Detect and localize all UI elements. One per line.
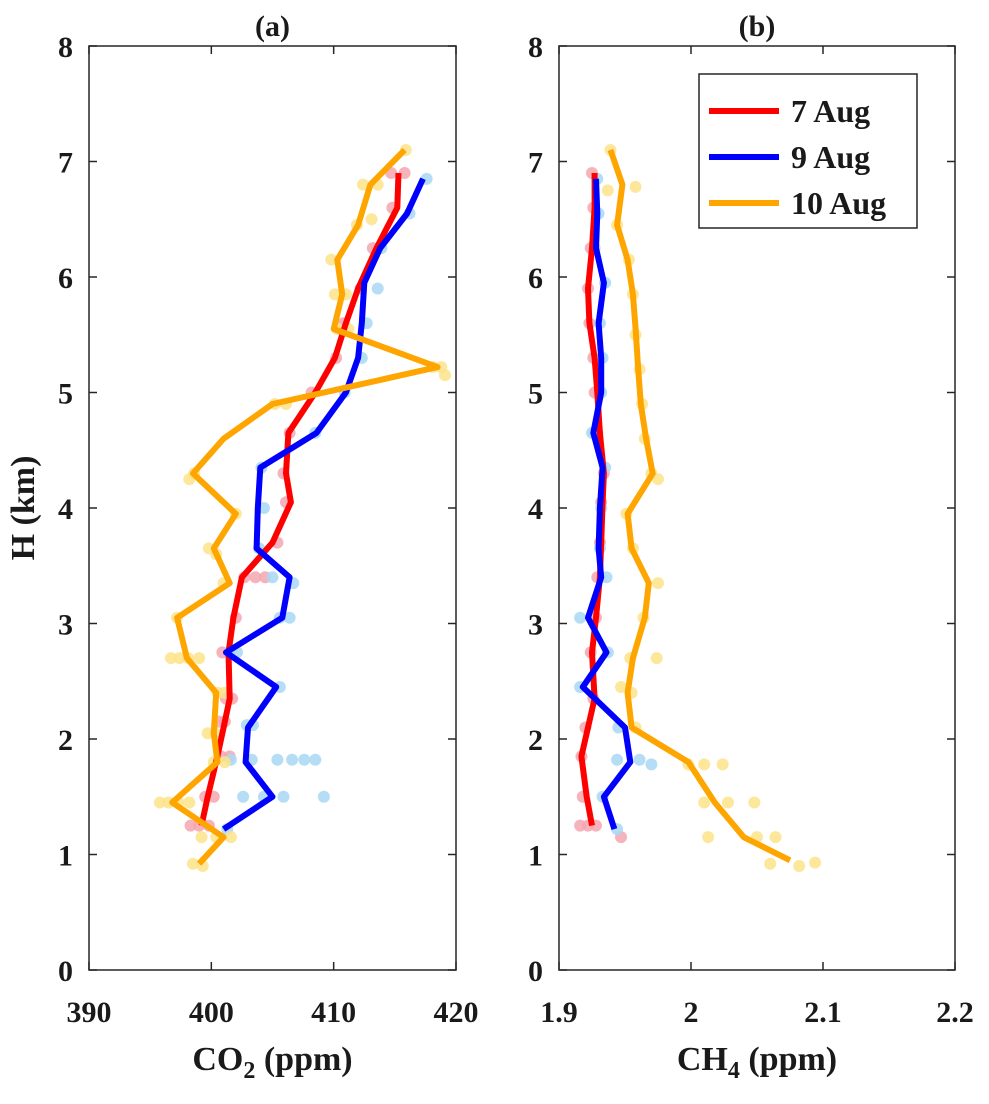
panel-a-x-tick-label: 420 — [434, 996, 479, 1029]
panel-a-series-3-sample-point — [365, 213, 378, 226]
panel-a-series-2-sample-point — [309, 753, 322, 766]
panel-a-y-tick-label: 5 — [58, 378, 73, 411]
legend-label-1: 7 Aug — [791, 93, 870, 129]
panel-b-series-3-sample-point — [698, 758, 711, 771]
panel-a-y-tick-label: 3 — [58, 609, 73, 642]
y-axis-label: H (km) — [5, 456, 42, 561]
panel-a-series-2-sample-point — [298, 753, 311, 766]
panel-b-y-tick-label: 7 — [528, 147, 543, 180]
panel-a-series-2-sample-point — [271, 753, 284, 766]
panel-b-series-3-sample-point — [629, 180, 642, 193]
panel-a-series-1-line — [198, 172, 402, 827]
panel-a-series-3-sample-point — [224, 831, 237, 844]
panel-b-series-3-sample-point — [615, 681, 628, 694]
panel-b-y-tick-label: 6 — [528, 262, 543, 295]
panel-a-series-2-sample-point — [283, 611, 296, 624]
panel-a-y-tick-label: 4 — [58, 493, 73, 526]
panel-a-x-tick-label: 410 — [311, 996, 356, 1029]
panel-a-series-2-sample-point — [237, 790, 250, 803]
panel-a-y-tick-label: 0 — [58, 955, 73, 988]
panel-a-y-tick-label: 8 — [58, 31, 73, 64]
panel-b-series-2-sample-point — [645, 758, 658, 771]
panel-b-y-tick-label: 4 — [528, 493, 543, 526]
panel-a-series-3-sample-point — [195, 831, 208, 844]
panel-b-series-3-sample-point — [652, 473, 664, 486]
panel-b-series-3-sample-point — [748, 796, 761, 809]
panel-b-y-tick-label: 5 — [528, 378, 543, 411]
panel-a-series-3-sample-point — [153, 796, 166, 809]
panel-b-series-3-sample-point — [652, 577, 664, 590]
panel-a-series-3-line — [169, 147, 441, 866]
panel-a-series-2-sample-point — [286, 753, 299, 766]
panel-a: 0 1 2 3 4 5 6 7 8 390 400 410 420 (a) H (km) CO2 (pp… — [5, 10, 479, 1084]
legend: 7 Aug 9 Aug 10 Aug — [698, 73, 918, 229]
panel-a-series-1-sample-point — [398, 167, 411, 180]
panel-a-y-tick-label: 2 — [58, 724, 73, 757]
panel-b-lines — [578, 149, 792, 863]
panel-b-series-3-sample-point — [702, 831, 715, 844]
panel-b-series-3-sample-point — [769, 831, 782, 844]
panel-a-series-2-sample-point — [317, 790, 330, 803]
panel-b-series-2-line — [579, 178, 634, 831]
panel-a-series-3-sample-point — [173, 652, 186, 665]
panel-a-series-1-sample-point — [249, 571, 262, 584]
panel-b-series-3-line — [607, 149, 792, 863]
legend-label-3: 10 Aug — [791, 185, 886, 221]
panel-b-series-3-sample-point — [721, 796, 734, 809]
panel-a-series-2-sample-point — [371, 282, 384, 295]
panel-b-y-tick-label: 0 — [528, 955, 543, 988]
panel-b-y-tick-label: 2 — [528, 724, 543, 757]
panel-b-series-3-sample-point — [601, 184, 614, 197]
panel-a-x-tick-label: 390 — [67, 996, 112, 1029]
panel-a-series-3-sample-point — [328, 288, 341, 301]
panel-b-y-tick-label: 3 — [528, 609, 543, 642]
panel-b-series-3-sample-point — [764, 857, 777, 870]
panel-a-series-2-sample-point — [277, 790, 290, 803]
panel-a-series-3-sample-point — [183, 796, 196, 809]
panel-a-series-2-sample-point — [266, 571, 279, 584]
panel-a-x-tick-label: 400 — [189, 996, 234, 1029]
panel-b-y-tick-label: 1 — [528, 840, 543, 873]
panel-a-series-3-sample-point — [218, 756, 231, 769]
panel-b-series-3-sample-point — [809, 856, 822, 869]
panel-b-series-2-sample-point — [611, 753, 624, 766]
panel-a-series-3-sample-point — [164, 652, 177, 665]
panel-a-series-3-sample-point — [186, 857, 199, 870]
panel-a-lines — [169, 147, 441, 866]
panel-a-series-3-sample-point — [201, 727, 214, 740]
panel-b-series-2-sample-point — [633, 753, 646, 766]
panel-b-series-3-sample-point — [716, 758, 729, 771]
panel-b-scatter — [574, 143, 822, 873]
panel-a-series-3-sample-point — [357, 178, 370, 191]
panel-b-title: (b) — [739, 10, 776, 43]
panel-b-series-2-sample-point — [574, 611, 587, 624]
legend-label-2: 9 Aug — [791, 139, 870, 175]
panel-a-series-3-sample-point — [325, 253, 338, 266]
panel-b-x-tick-label: 2.1 — [804, 996, 842, 1029]
panel-b-x-tick-label: 2 — [684, 996, 699, 1029]
panel-a-scatter — [153, 143, 451, 873]
panel-b-series-3-sample-point — [793, 860, 806, 873]
panel-b-x-tick-label: 2.2 — [936, 996, 974, 1029]
panel-a-series-3-sample-point — [438, 369, 451, 382]
panel-a-series-1-sample-point — [184, 819, 197, 832]
panel-a-x-axis-label: CO2 (ppm) — [192, 1041, 352, 1084]
panel-b-axes: 0 1 2 3 4 5 6 7 8 1.9 2 2.1 2.2 — [528, 31, 974, 1029]
panel-a-y-tick-label: 7 — [58, 147, 73, 180]
panel-b-series-3-sample-point — [650, 652, 663, 665]
panel-b-y-tick-label: 8 — [528, 31, 543, 64]
panel-b-series-3-sample-point — [698, 796, 711, 809]
panel-a-series-2-line — [221, 177, 426, 832]
panel-a-axes: 0 1 2 3 4 5 6 7 8 390 400 410 420 — [58, 31, 479, 1029]
panel-b: 0 1 2 3 4 5 6 7 8 1.9 2 2.1 2.2 (b) CH4 (ppm) 7 Aug 9… — [528, 10, 974, 1084]
panel-b-x-axis-label: CH4 (ppm) — [677, 1041, 837, 1084]
panel-a-title: (a) — [255, 10, 290, 43]
panel-a-series-3-sample-point — [193, 652, 206, 665]
panel-a-y-tick-label: 1 — [58, 840, 73, 873]
panel-a-y-tick-label: 6 — [58, 262, 73, 295]
panel-b-x-tick-label: 1.9 — [540, 996, 578, 1029]
